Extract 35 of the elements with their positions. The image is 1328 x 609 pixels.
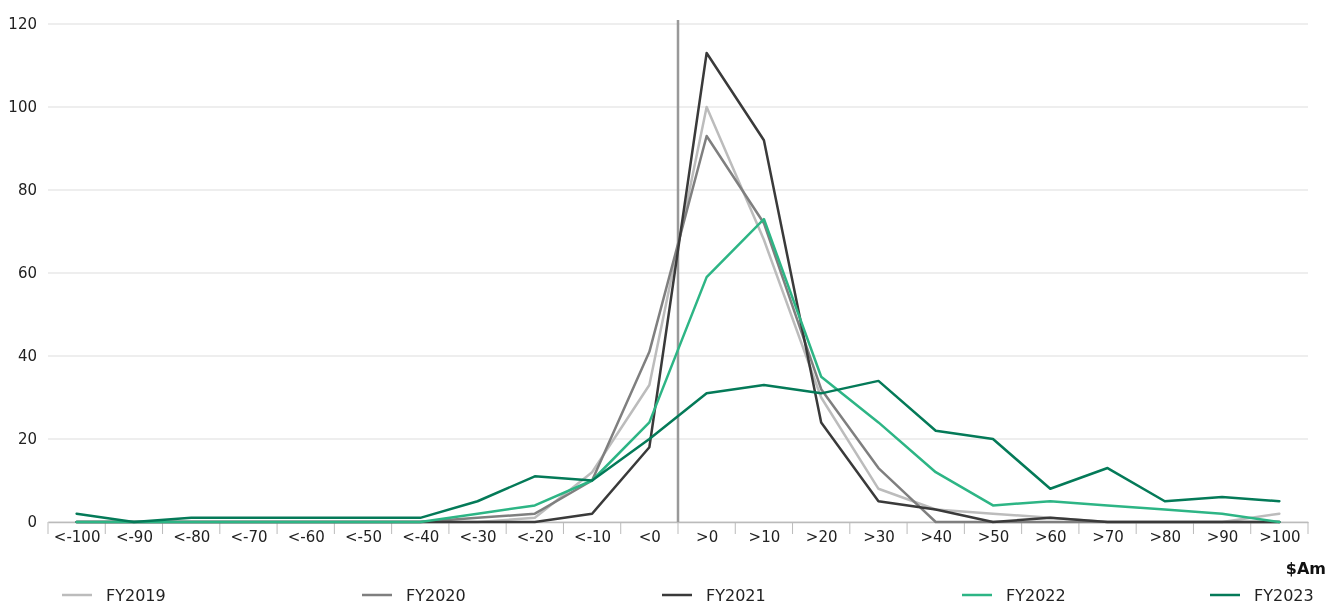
legend-label: FY2020 — [406, 586, 466, 605]
legend-label: FY2022 — [1006, 586, 1066, 605]
x-axis-title: $Am — [1285, 559, 1326, 578]
x-tick-label: <-20 — [516, 527, 554, 546]
x-tick-label: >0 — [696, 527, 719, 546]
x-tick-label: <-50 — [344, 527, 383, 546]
x-tick-label: <-40 — [402, 527, 440, 546]
x-tick-label: <-30 — [459, 527, 497, 546]
x-tick-label: <-70 — [230, 527, 268, 546]
x-tick-label: >60 — [1034, 527, 1067, 546]
x-tick-label: >30 — [863, 527, 895, 546]
legend-label: FY2019 — [106, 586, 166, 605]
x-tick-label: >80 — [1149, 527, 1182, 546]
y-tick-label: 120 — [8, 15, 37, 34]
x-tick-label: <-10 — [574, 527, 612, 546]
x-tick-label: >100 — [1259, 527, 1301, 546]
x-tick-label: >50 — [977, 527, 1010, 546]
x-tick-label: >40 — [920, 527, 953, 546]
x-tick-label: <-60 — [287, 527, 325, 546]
y-tick-label: 80 — [17, 181, 37, 200]
y-tick-label: 60 — [17, 264, 37, 283]
x-tick-label: <0 — [638, 527, 661, 546]
legend-label: FY2021 — [706, 586, 766, 605]
y-tick-label: 40 — [17, 347, 37, 366]
x-tick-label: <-80 — [173, 527, 211, 546]
x-tick-label: <-100 — [53, 527, 101, 546]
y-tick-label: 0 — [27, 513, 37, 532]
x-tick-label: <-90 — [115, 527, 153, 546]
y-tick-label: 100 — [8, 98, 37, 117]
x-tick-label: >90 — [1206, 527, 1239, 546]
y-tick-label: 20 — [17, 430, 37, 449]
x-tick-label: >20 — [805, 527, 838, 546]
legend-label: FY2023 — [1254, 586, 1314, 605]
x-tick-label: >70 — [1092, 527, 1124, 546]
x-tick-label: >10 — [748, 527, 781, 546]
